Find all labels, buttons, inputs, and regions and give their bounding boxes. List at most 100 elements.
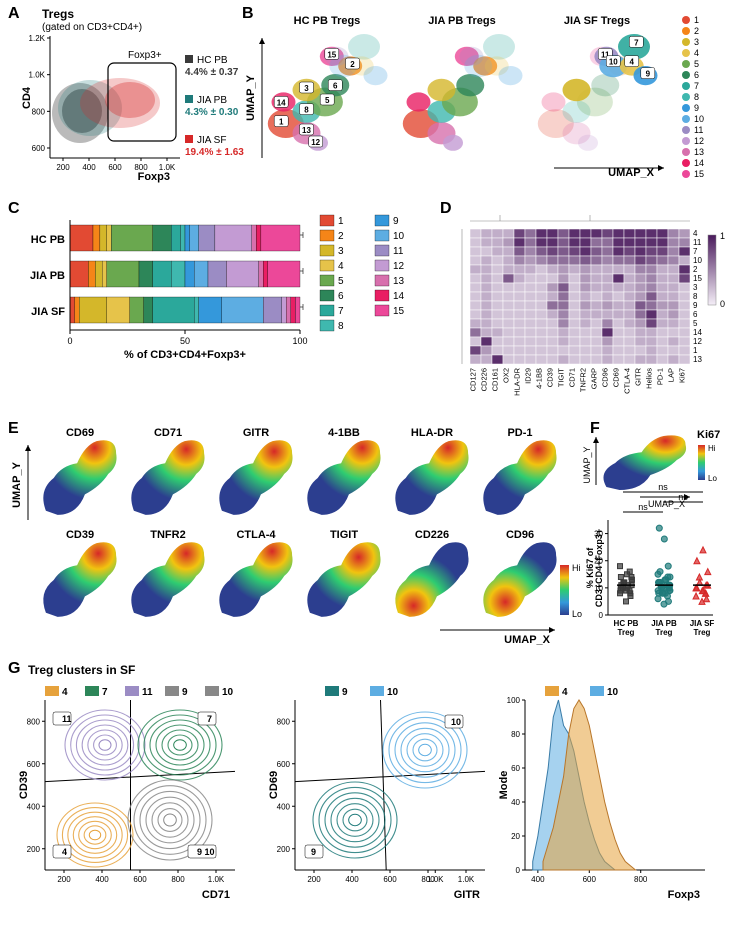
svg-text:Treg: Treg <box>694 628 711 637</box>
svg-text:4: 4 <box>693 229 698 238</box>
svg-text:600: 600 <box>133 875 147 884</box>
svg-text:0: 0 <box>599 611 604 620</box>
svg-text:ns: ns <box>678 492 688 502</box>
svg-text:CD96: CD96 <box>506 529 534 541</box>
svg-text:GITR: GITR <box>243 427 269 439</box>
svg-text:9: 9 <box>693 301 698 310</box>
svg-text:11: 11 <box>693 238 702 247</box>
svg-text:11: 11 <box>62 714 72 724</box>
svg-text:600: 600 <box>108 163 122 172</box>
svg-text:9: 9 <box>311 847 316 857</box>
svg-text:4: 4 <box>694 48 699 58</box>
panel-a-subtitle: (gated on CD3+CD4+) <box>42 22 142 33</box>
svg-text:2: 2 <box>694 26 699 36</box>
panel-b-plot: UMAP_Y HC PB Tregs14181312356152JIA PB T… <box>254 8 730 198</box>
svg-text:400: 400 <box>27 802 41 811</box>
panel-a-title: Tregs <box>42 7 74 21</box>
svg-text:10: 10 <box>393 231 405 242</box>
svg-text:11: 11 <box>694 125 703 135</box>
svg-text:Ki67: Ki67 <box>697 429 720 441</box>
svg-text:CD96: CD96 <box>601 368 610 387</box>
panel-e-label: E <box>8 420 19 438</box>
svg-text:JIA PB: JIA PB <box>197 95 227 106</box>
svg-text:CD71: CD71 <box>202 889 230 901</box>
svg-text:14: 14 <box>277 98 286 107</box>
svg-text:4-1BB: 4-1BB <box>328 427 360 439</box>
svg-text:CD69: CD69 <box>268 771 280 799</box>
svg-text:CD71: CD71 <box>568 368 577 387</box>
svg-text:UMAP_Y: UMAP_Y <box>582 446 592 483</box>
svg-text:400: 400 <box>277 802 291 811</box>
svg-text:800: 800 <box>171 875 185 884</box>
svg-text:1.0K: 1.0K <box>458 875 475 884</box>
svg-text:400: 400 <box>531 875 545 884</box>
svg-text:12: 12 <box>393 261 405 272</box>
svg-text:2: 2 <box>693 265 698 274</box>
svg-text:CD226: CD226 <box>415 529 449 541</box>
svg-text:600: 600 <box>383 875 397 884</box>
svg-text:Hi: Hi <box>708 444 716 453</box>
svg-text:600: 600 <box>27 760 41 769</box>
svg-text:GARP: GARP <box>590 368 599 389</box>
panel-a-label: A <box>8 5 20 23</box>
svg-text:CD69: CD69 <box>612 368 621 387</box>
svg-text:10: 10 <box>451 717 461 727</box>
svg-text:Treg: Treg <box>656 628 673 637</box>
panel-g-title: Treg clusters in SF <box>28 663 135 677</box>
svg-text:20: 20 <box>511 832 520 841</box>
svg-text:Treg: Treg <box>618 628 635 637</box>
panel-g-label: G <box>8 660 20 678</box>
svg-text:CD226: CD226 <box>480 368 489 391</box>
svg-text:JIA PB: JIA PB <box>30 270 65 282</box>
panel-e-grid: UMAP_Y CD69CD71GITR4-1BBHLA-DRPD-1CD39TN… <box>20 425 580 645</box>
svg-text:0: 0 <box>720 299 725 309</box>
svg-text:10: 10 <box>694 114 704 124</box>
svg-text:13: 13 <box>302 126 311 135</box>
svg-text:3: 3 <box>693 283 698 292</box>
svg-text:200: 200 <box>56 163 70 172</box>
svg-text:8: 8 <box>304 106 309 115</box>
svg-text:1.0K: 1.0K <box>29 71 46 80</box>
svg-text:TNFR2: TNFR2 <box>579 368 588 392</box>
svg-text:CD161: CD161 <box>491 368 500 391</box>
svg-text:4: 4 <box>338 261 344 272</box>
svg-text:13: 13 <box>393 276 405 287</box>
svg-text:ns: ns <box>638 502 648 512</box>
svg-text:CD4: CD4 <box>21 86 33 109</box>
svg-text:Helios: Helios <box>645 368 654 389</box>
svg-text:CD39: CD39 <box>66 529 94 541</box>
panel-f: UMAP_Y Ki67 UMAP_X Hi Lo 0102030 % Ki67 … <box>590 425 730 655</box>
svg-text:3: 3 <box>694 37 699 47</box>
svg-text:UMAP_Y: UMAP_Y <box>245 74 257 121</box>
svg-text:50: 50 <box>180 336 190 346</box>
svg-text:800: 800 <box>27 717 41 726</box>
svg-text:2: 2 <box>350 60 355 69</box>
svg-text:10: 10 <box>607 687 619 698</box>
svg-text:100: 100 <box>292 336 307 346</box>
panel-a-plot: Tregs (gated on CD3+CD4+) 6008001.0K1.2K… <box>20 8 240 198</box>
svg-text:800: 800 <box>634 875 648 884</box>
svg-text:10: 10 <box>609 58 618 67</box>
svg-text:ns: ns <box>658 482 668 492</box>
svg-text:800: 800 <box>32 107 46 116</box>
svg-text:1: 1 <box>279 118 284 127</box>
svg-text:800: 800 <box>277 717 291 726</box>
svg-text:5: 5 <box>338 276 344 287</box>
svg-text:UMAP_X: UMAP_X <box>504 634 551 646</box>
svg-text:14: 14 <box>393 291 405 302</box>
svg-text:4: 4 <box>629 58 634 67</box>
svg-text:80: 80 <box>511 730 520 739</box>
svg-text:4-1BB: 4-1BB <box>535 368 544 389</box>
svg-text:15: 15 <box>693 274 702 283</box>
svg-text:6: 6 <box>338 291 344 302</box>
svg-text:ID29: ID29 <box>524 368 533 384</box>
svg-text:HC PB: HC PB <box>614 619 639 628</box>
svg-text:9: 9 <box>182 687 188 698</box>
svg-text:0: 0 <box>67 336 72 346</box>
svg-text:TIGIT: TIGIT <box>557 368 566 388</box>
svg-text:10: 10 <box>693 256 702 265</box>
svg-text:Foxp3+: Foxp3+ <box>128 50 162 61</box>
svg-text:3: 3 <box>304 84 309 93</box>
svg-text:1: 1 <box>720 231 725 241</box>
svg-text:Ki67: Ki67 <box>678 368 687 383</box>
